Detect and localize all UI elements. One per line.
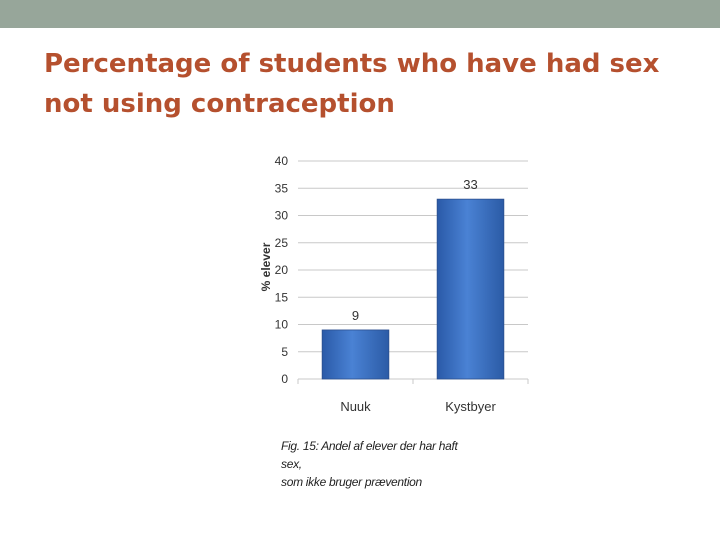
y-tick-labels: 0 5 10 15 20 25 30 35 40 [275,154,289,386]
slide-title: Percentage of students who have had sex … [44,44,694,124]
y-tick-label: 15 [275,290,289,304]
y-tick-label: 20 [275,263,289,277]
y-axis-label: % elever [259,242,273,291]
figure-caption: Fig. 15: Andel af elever der har haft se… [281,437,481,491]
slide-title-line-1: Percentage of students who have had sex [44,49,660,79]
bar-nuuk [321,329,390,380]
figure-caption-line-2: som ikke bruger prævention [281,475,422,489]
data-label: 9 [352,308,359,323]
bars [321,198,505,380]
data-label: 33 [463,177,477,192]
slide-title-line-2: not using contraception [44,89,395,119]
y-tick-label: 5 [281,345,288,359]
category-label: Kystbyer [445,399,496,414]
category-label: Nuuk [340,399,371,414]
y-tick-label: 10 [275,318,289,332]
bar-chart: 0 5 10 15 20 25 30 35 40 9 33 Nuuk Kystbyer % elev… [259,154,529,414]
y-tick-label: 0 [281,372,288,386]
bar-kystbyer [436,198,505,380]
y-tick-label: 30 [275,209,289,223]
category-labels: Nuuk Kystbyer [297,379,529,414]
y-tick-label: 25 [275,236,289,250]
top-bar [0,0,720,28]
figure-caption-line-1: Fig. 15: Andel af elever der har haft se… [281,439,458,471]
y-tick-label: 40 [275,154,289,168]
y-tick-label: 35 [275,181,289,195]
data-labels: 9 33 [352,177,478,323]
